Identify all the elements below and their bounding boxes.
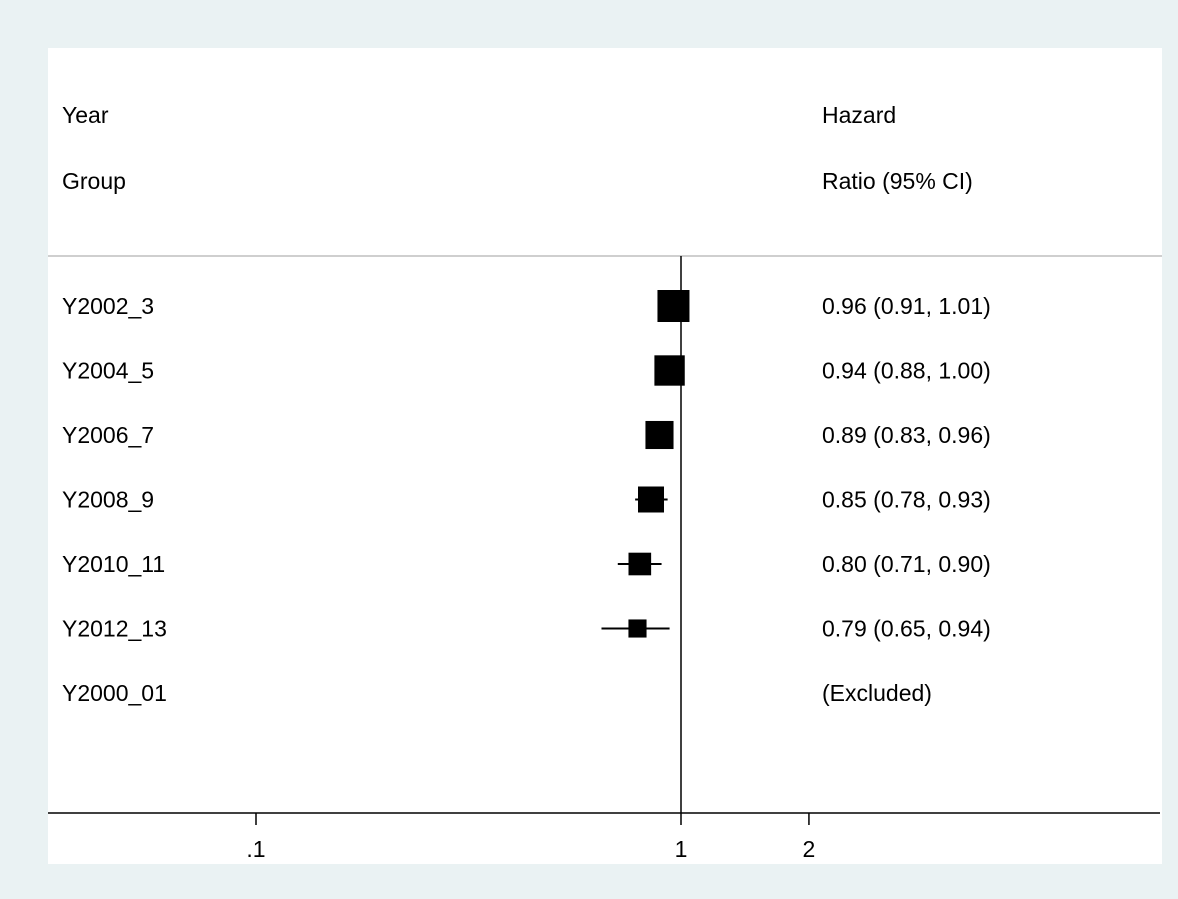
x-tick-label: .1 [246,836,265,862]
hr-marker [628,619,647,638]
plot-panel [10,10,1162,885]
row-estimate: 0.85 (0.78, 0.93) [822,487,991,513]
right-header-line-2: Ratio (95% CI) [822,168,973,194]
row-estimate: 0.96 (0.91, 1.01) [822,293,991,319]
row-label: Y2000_01 [62,680,167,706]
row-label: Y2002_3 [62,293,154,319]
row-label: Y2006_7 [62,422,154,448]
x-axis: .1 1 2 [48,812,1160,862]
forest-row: Y2002_3 0.96 (0.91, 1.01) [62,290,991,322]
row-label: Y2004_5 [62,358,154,384]
x-tick-label: 1 [675,836,688,862]
x-tick-label: 2 [803,836,816,862]
hr-marker [657,290,690,322]
row-estimate: 0.94 (0.88, 1.00) [822,358,991,384]
row-label: Y2008_9 [62,487,154,513]
hr-marker [645,420,674,450]
row-estimate: 0.89 (0.83, 0.96) [822,422,991,448]
plot-area [48,48,1162,864]
hr-marker [628,552,652,576]
forest-row: Y2012_13 0.79 (0.65, 0.94) [62,616,991,642]
row-estimate: (Excluded) [822,680,932,706]
hr-marker [654,355,685,386]
row-label: Y2010_11 [62,551,165,577]
row-label: Y2012_13 [62,616,167,642]
forest-row: Y2010_11 0.80 (0.71, 0.90) [62,551,991,577]
left-header-line-2: Group [62,168,126,194]
right-header-line-1: Hazard [822,102,896,128]
forest-row: Y2008_9 0.85 (0.78, 0.93) [62,487,991,513]
forest-row: Y2006_7 0.89 (0.83, 0.96) [62,420,991,450]
hr-marker [638,486,665,513]
row-estimate: 0.80 (0.71, 0.90) [822,551,991,577]
row-estimate: 0.79 (0.65, 0.94) [822,616,991,642]
rows-layer: Y2002_3 0.96 (0.91, 1.01) Y2004_5 0.94 (0.8… [62,256,991,813]
left-header-line-1: Year [62,102,109,128]
forest-row: Y2000_01 (Excluded) [62,680,932,706]
forest-row: Y2004_5 0.94 (0.88, 1.00) [62,355,991,386]
